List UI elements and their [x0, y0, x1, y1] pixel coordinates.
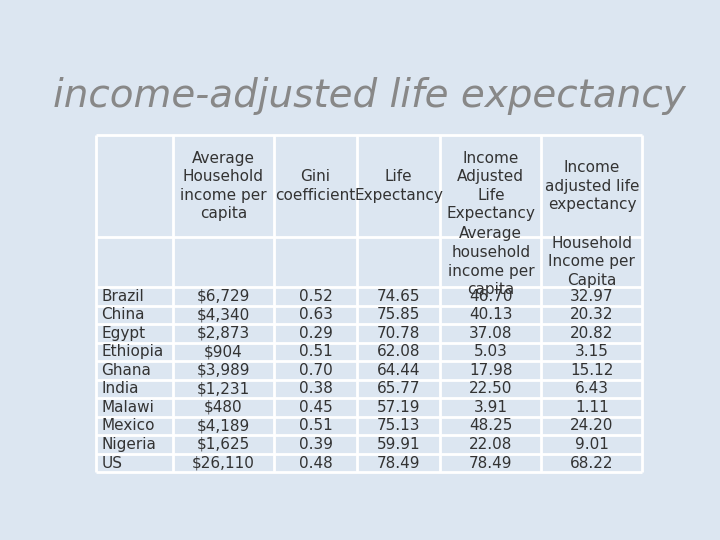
Text: 0.38: 0.38 — [299, 381, 333, 396]
Text: 40.13: 40.13 — [469, 307, 513, 322]
Text: 78.49: 78.49 — [377, 456, 420, 470]
Text: 9.01: 9.01 — [575, 437, 609, 452]
Text: Gini
coefficient: Gini coefficient — [275, 169, 356, 203]
Text: Average
household
income per
capita: Average household income per capita — [448, 226, 534, 297]
Text: Ghana: Ghana — [101, 363, 151, 378]
Text: $904: $904 — [204, 345, 243, 360]
Text: 37.08: 37.08 — [469, 326, 513, 341]
Text: Life
Expectancy: Life Expectancy — [354, 169, 443, 203]
Text: Mexico: Mexico — [101, 418, 155, 434]
Bar — [96, 454, 642, 472]
Text: 0.51: 0.51 — [299, 345, 333, 360]
Text: 0.70: 0.70 — [299, 363, 333, 378]
Text: 3.91: 3.91 — [474, 400, 508, 415]
Text: 22.50: 22.50 — [469, 381, 513, 396]
Text: $6,729: $6,729 — [197, 289, 250, 304]
Text: Ethiopia: Ethiopia — [101, 345, 163, 360]
Text: 22.08: 22.08 — [469, 437, 513, 452]
Text: $1,231: $1,231 — [197, 381, 250, 396]
Text: 20.32: 20.32 — [570, 307, 613, 322]
Text: 0.39: 0.39 — [299, 437, 333, 452]
Text: Egypt: Egypt — [101, 326, 145, 341]
Text: $4,340: $4,340 — [197, 307, 250, 322]
Text: Household
Income per
Capita: Household Income per Capita — [549, 235, 635, 288]
Text: Income
adjusted life
expectancy: Income adjusted life expectancy — [544, 160, 639, 212]
Text: 24.20: 24.20 — [570, 418, 613, 434]
Text: 59.91: 59.91 — [377, 437, 420, 452]
Text: 75.13: 75.13 — [377, 418, 420, 434]
Text: 5.03: 5.03 — [474, 345, 508, 360]
Text: 65.77: 65.77 — [377, 381, 420, 396]
Text: Malawi: Malawi — [101, 400, 154, 415]
Text: India: India — [101, 381, 139, 396]
Text: $26,110: $26,110 — [192, 456, 255, 470]
Text: 15.12: 15.12 — [570, 363, 613, 378]
Text: 17.98: 17.98 — [469, 363, 513, 378]
Text: 0.48: 0.48 — [299, 456, 333, 470]
Text: 0.51: 0.51 — [299, 418, 333, 434]
Text: 78.49: 78.49 — [469, 456, 513, 470]
Text: China: China — [101, 307, 145, 322]
Bar — [96, 380, 642, 398]
Text: 0.52: 0.52 — [299, 289, 333, 304]
Text: $4,189: $4,189 — [197, 418, 250, 434]
Text: 20.82: 20.82 — [570, 326, 613, 341]
Text: 0.45: 0.45 — [299, 400, 333, 415]
Text: $480: $480 — [204, 400, 243, 415]
Text: 3.15: 3.15 — [575, 345, 609, 360]
Text: 1.11: 1.11 — [575, 400, 609, 415]
Bar — [96, 136, 642, 287]
Bar — [96, 398, 642, 417]
Text: $3,989: $3,989 — [197, 363, 250, 378]
Text: 0.29: 0.29 — [299, 326, 333, 341]
Text: $2,873: $2,873 — [197, 326, 250, 341]
Bar — [96, 306, 642, 324]
Bar — [96, 342, 642, 361]
Text: 0.63: 0.63 — [299, 307, 333, 322]
Text: 48.25: 48.25 — [469, 418, 513, 434]
Text: 75.85: 75.85 — [377, 307, 420, 322]
Text: 74.65: 74.65 — [377, 289, 420, 304]
Text: Nigeria: Nigeria — [101, 437, 156, 452]
Text: 57.19: 57.19 — [377, 400, 420, 415]
Text: 6.43: 6.43 — [575, 381, 609, 396]
Bar — [96, 417, 642, 435]
Text: Brazil: Brazil — [101, 289, 144, 304]
Text: $1,625: $1,625 — [197, 437, 250, 452]
Text: 68.22: 68.22 — [570, 456, 613, 470]
Text: 46.70: 46.70 — [469, 289, 513, 304]
Text: Average
Household
income per
capita: Average Household income per capita — [180, 151, 266, 221]
Bar — [96, 287, 642, 306]
Text: 32.97: 32.97 — [570, 289, 613, 304]
Text: income-adjusted life expectancy: income-adjusted life expectancy — [53, 77, 685, 115]
Text: Income
Adjusted
Life
Expectancy: Income Adjusted Life Expectancy — [446, 151, 535, 221]
Text: 70.78: 70.78 — [377, 326, 420, 341]
Bar — [96, 324, 642, 342]
Text: 62.08: 62.08 — [377, 345, 420, 360]
Bar — [96, 435, 642, 454]
Text: 64.44: 64.44 — [377, 363, 420, 378]
Bar — [96, 361, 642, 380]
Text: US: US — [101, 456, 122, 470]
